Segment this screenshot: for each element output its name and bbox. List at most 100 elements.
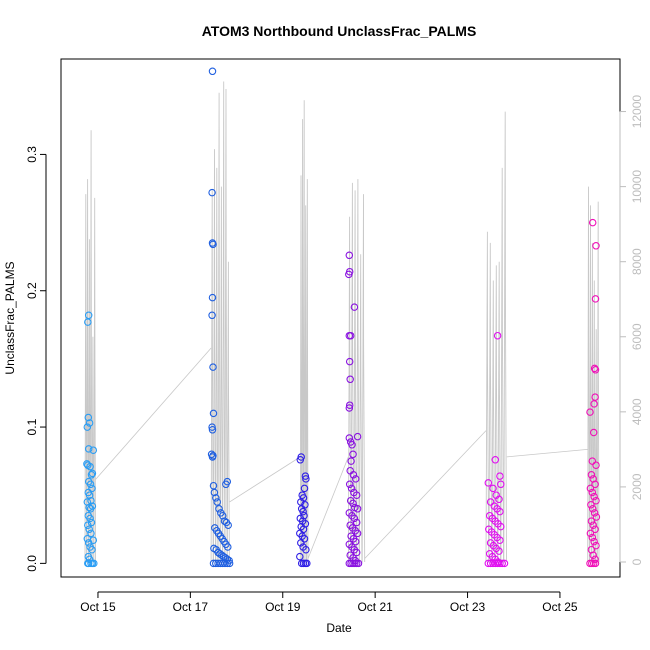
data-point: [352, 518, 361, 527]
points-layer: [83, 67, 601, 568]
data-point: [209, 240, 217, 249]
data-point: [301, 472, 310, 480]
data-point: [587, 501, 595, 509]
data-point: [209, 363, 217, 371]
data-point: [300, 535, 309, 543]
data-point: [497, 522, 505, 531]
data-point: [86, 480, 95, 489]
data-point: [351, 537, 360, 546]
data-point: [353, 432, 362, 441]
data-point: [590, 364, 599, 373]
y-tick-label: 0.2: [25, 282, 39, 299]
data-point: [588, 488, 597, 497]
series-flight-1: [83, 311, 98, 568]
data-point: [299, 507, 307, 516]
data-point: [84, 413, 93, 422]
y-axis: 0.0 0.1 0.2 0.3: [25, 146, 47, 572]
data-point: [88, 484, 96, 493]
data-point: [84, 559, 93, 568]
y2-tick-label: 4000: [630, 398, 644, 425]
data-point: [84, 539, 93, 547]
data-point: [350, 303, 359, 311]
data-point: [588, 533, 597, 542]
x-axis-label: Date: [326, 621, 352, 635]
data-point: [85, 419, 94, 427]
data-point: [84, 521, 92, 529]
x-tick-label: Oct 21: [357, 600, 393, 614]
data-point: [303, 559, 311, 568]
data-point: [224, 521, 232, 529]
x-tick-label: Oct 19: [265, 600, 301, 614]
y-tick-label: 0.0: [25, 555, 39, 572]
altitude-connector-5: [506, 448, 588, 458]
data-point: [296, 552, 304, 561]
data-point: [353, 529, 362, 538]
data-point: [88, 545, 96, 554]
data-point: [208, 453, 217, 461]
data-point: [349, 450, 357, 459]
data-point: [208, 311, 216, 320]
data-point: [213, 498, 221, 506]
plot-frame: [60, 58, 621, 578]
data-point: [85, 491, 94, 499]
data-point: [489, 484, 497, 493]
data-point: [586, 408, 594, 416]
data-point: [592, 461, 600, 469]
data-point: [484, 559, 493, 568]
data-point: [224, 543, 232, 551]
data-point: [86, 462, 94, 471]
data-point: [220, 517, 229, 525]
data-point: [89, 446, 98, 454]
data-point: [592, 513, 601, 521]
data-point: [496, 472, 504, 480]
series-flight-6: [586, 218, 601, 568]
y2-tick-label: 2000: [630, 473, 644, 500]
data-point: [591, 366, 600, 374]
data-point: [84, 311, 93, 320]
data-point: [84, 445, 93, 453]
data-point: [345, 251, 354, 260]
data-point: [87, 496, 95, 505]
data-point: [223, 559, 232, 568]
data-point: [349, 499, 357, 508]
data-point: [346, 331, 355, 340]
data-point: [347, 457, 355, 465]
altitude-connector-4: [364, 430, 487, 559]
data-point: [589, 428, 598, 437]
data-point: [496, 536, 504, 544]
data-point: [345, 404, 354, 412]
data-point: [345, 480, 354, 489]
data-point: [592, 496, 600, 505]
data-point: [590, 509, 599, 517]
altitude-connector-1: [95, 347, 212, 480]
data-point: [587, 517, 596, 525]
data-point: [83, 423, 92, 431]
x-tick-label: Oct 23: [450, 600, 486, 614]
data-point: [484, 479, 493, 487]
y-tick-label: 0.1: [25, 418, 39, 435]
x-tick-label: Oct 17: [173, 600, 209, 614]
chart-title: ATOM3 Northbound UnclassFrac_PALMS: [202, 23, 477, 39]
data-point: [591, 295, 600, 303]
x-tick-label: Oct 25: [542, 600, 578, 614]
data-point: [212, 494, 220, 502]
data-point: [591, 525, 599, 534]
data-point: [352, 548, 361, 557]
data-point: [302, 475, 310, 483]
data-point: [297, 539, 305, 547]
data-point: [588, 218, 597, 227]
data-point: [209, 409, 218, 418]
altitude-connector-2: [229, 456, 301, 503]
data-point: [590, 492, 598, 501]
data-point: [586, 484, 595, 493]
data-point: [86, 514, 94, 523]
data-point: [296, 456, 305, 464]
data-point: [590, 400, 598, 408]
data-point: [208, 67, 217, 76]
data-point: [346, 375, 354, 384]
y2-tick-label: 0: [630, 558, 644, 565]
series-flight-5: [484, 331, 509, 568]
data-point: [353, 505, 362, 513]
data-point: [87, 471, 96, 479]
